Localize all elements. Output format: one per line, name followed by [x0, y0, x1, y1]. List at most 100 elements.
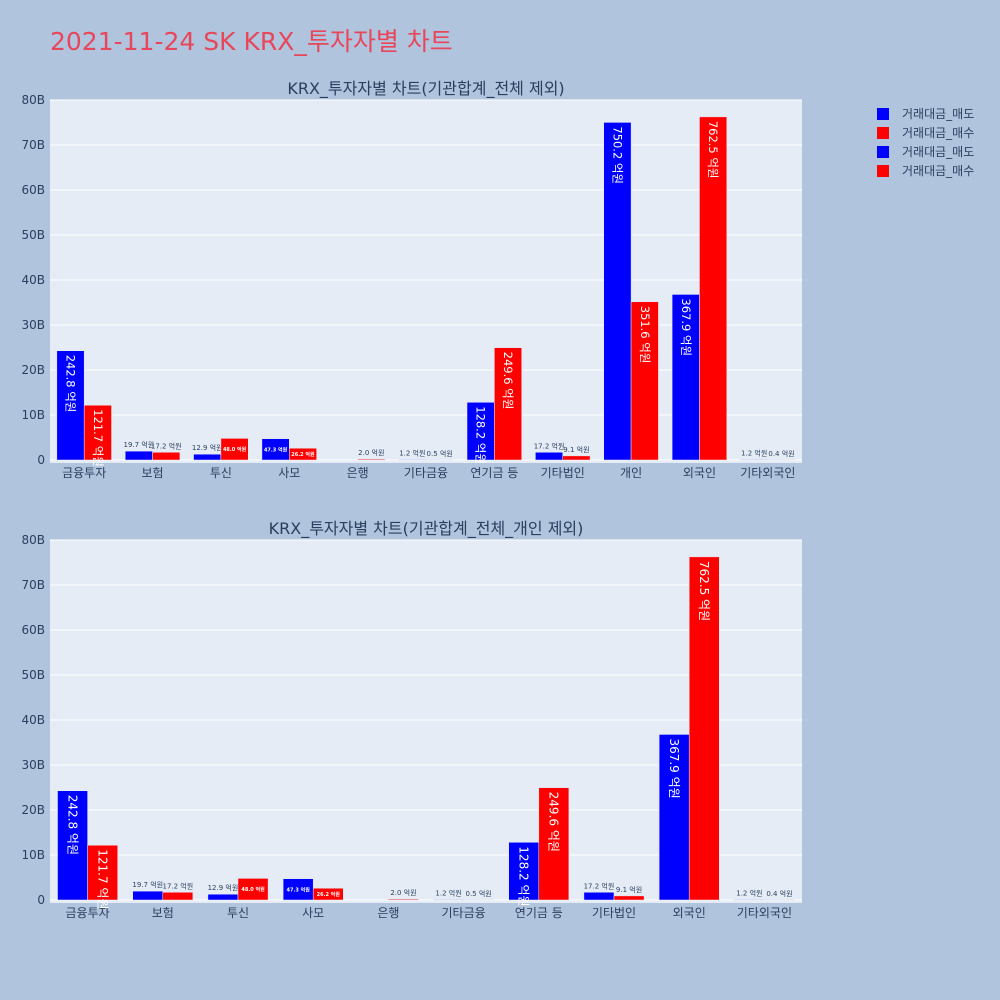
data-label: 242.8 억원 [65, 795, 79, 855]
data-label: 17.2 억원 [151, 441, 182, 450]
bar-buy [630, 301, 659, 461]
data-label: 26.2 억원 [317, 891, 341, 898]
x-tick-label: 기타법인 [541, 466, 585, 480]
bar-sell [603, 122, 632, 461]
data-label: 19.7 억원 [132, 880, 163, 889]
data-label: 750.2 억원 [610, 126, 624, 184]
y-tick-label: 10B [21, 848, 45, 862]
chart-title: KRX_투자자별 차트(기관합계_전체 제외) [287, 79, 564, 99]
data-label: 367.9 억원 [667, 738, 681, 798]
bar-buy [87, 844, 118, 901]
data-label: 17.2 억원 [584, 881, 615, 890]
data-label: 48.0 억원 [223, 446, 247, 453]
x-tick-label: 기타외국인 [740, 466, 795, 480]
data-label: 1.2 억원 [736, 888, 762, 897]
bar-buy [162, 892, 194, 901]
bar-buy [562, 455, 591, 461]
y-tick-label: 30B [21, 318, 45, 332]
x-tick-label: 외국인 [673, 906, 706, 920]
y-tick-label: 0 [37, 453, 45, 467]
y-tick-label: 40B [21, 273, 45, 287]
y-tick-label: 40B [21, 713, 45, 727]
bar-sell [535, 452, 563, 461]
data-label: 0.4 억원 [768, 449, 794, 458]
data-label: 128.2 억원 [517, 846, 531, 906]
y-tick-label: 50B [21, 668, 45, 682]
bar-sell [740, 459, 769, 461]
bar-buy [312, 887, 344, 901]
legend-label: 거래대금_매수 [902, 126, 974, 140]
y-tick-label: 80B [21, 93, 45, 107]
x-tick-label: 금융투자 [62, 466, 106, 480]
bar-buy [220, 438, 249, 461]
data-label: 2.0 억원 [390, 888, 416, 897]
data-label: 26.2 억원 [291, 451, 315, 458]
data-label: 128.2 억원 [474, 406, 488, 464]
x-tick-label: 기타금융 [442, 906, 486, 920]
data-label: 17.2 억원 [534, 441, 565, 450]
bar-sell [124, 450, 153, 461]
x-tick-label: 보험 [141, 466, 163, 480]
data-label: 1.2 억원 [435, 888, 461, 897]
y-tick-label: 60B [21, 183, 45, 197]
bar-sell [583, 892, 615, 901]
bar-buy [357, 458, 386, 461]
y-tick-label: 20B [21, 803, 45, 817]
y-tick-label: 30B [21, 758, 45, 772]
legend-swatch [877, 127, 889, 139]
data-label: 0.5 억원 [466, 889, 492, 898]
x-tick-label: 연기금 등 [470, 466, 518, 480]
legend-item: 거래대금_매도 [877, 107, 974, 121]
legend-item: 거래대금_매도 [877, 145, 974, 159]
x-tick-label: 투신 [210, 466, 232, 480]
data-label: 47.3 억원 [287, 886, 311, 893]
legend-item: 거래대금_매수 [877, 164, 974, 178]
legend-swatch [877, 108, 889, 120]
bar-sell [132, 890, 164, 901]
data-label: 0.5 억원 [427, 449, 453, 458]
bar-buy [237, 878, 269, 901]
y-tick-label: 20B [21, 363, 45, 377]
bar-buy [388, 898, 419, 901]
x-tick-label: 개인 [620, 466, 642, 480]
bar-buy [688, 556, 720, 901]
legend-item: 거래대금_매수 [877, 126, 974, 140]
bar-buy [83, 404, 112, 461]
x-tick-label: 투신 [227, 906, 249, 920]
bar-sell [466, 402, 495, 461]
bar-sell [658, 734, 690, 901]
data-label: 12.9 억원 [208, 883, 239, 892]
data-label: 249.6 억원 [501, 352, 515, 410]
x-tick-label: 외국인 [683, 466, 716, 480]
data-label: 17.2 억원 [162, 881, 193, 890]
bar-sell [207, 893, 239, 901]
bar-sell [56, 350, 85, 461]
data-label: 2.0 억원 [358, 448, 384, 457]
y-tick-label: 50B [21, 228, 45, 242]
bar-sell [433, 899, 464, 901]
data-label: 9.1 억원 [563, 445, 589, 454]
x-tick-label: 은행 [347, 465, 369, 480]
data-label: 1.2 억원 [741, 448, 767, 457]
y-tick-label: 70B [21, 138, 45, 152]
legend-swatch [877, 165, 889, 177]
legend-swatch [877, 146, 889, 158]
x-tick-label: 사모 [302, 906, 324, 920]
x-tick-label: 기타외국인 [737, 906, 792, 920]
bar-sell [508, 842, 540, 901]
y-tick-label: 80B [21, 533, 45, 547]
x-tick-label: 은행 [377, 905, 399, 920]
bar-sell [398, 459, 427, 461]
data-label: 242.8 억원 [63, 355, 77, 413]
page-title: 2021-11-24 SK KRX_투자자별 차트 [50, 27, 453, 56]
data-label: 19.7 억원 [124, 440, 155, 449]
chart-title: KRX_투자자별 차트(기관합계_전체_개인 제외) [269, 519, 584, 539]
data-label: 351.6 억원 [638, 306, 652, 364]
data-label: 762.5 억원 [706, 121, 720, 179]
bar-buy [152, 452, 181, 461]
legend-label: 거래대금_매도 [902, 107, 974, 121]
data-label: 1.2 억원 [399, 448, 425, 457]
legend-label: 거래대금_매수 [902, 164, 974, 178]
y-tick-label: 10B [21, 408, 45, 422]
